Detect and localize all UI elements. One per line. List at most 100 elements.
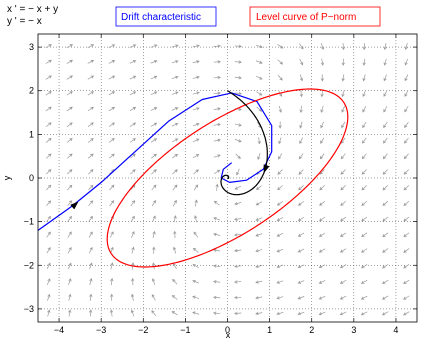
field-arrow bbox=[46, 278, 51, 285]
field-arrow bbox=[171, 44, 179, 48]
field-arrow bbox=[109, 231, 114, 238]
field-arrow bbox=[130, 153, 136, 159]
field-arrow bbox=[234, 295, 242, 300]
legend-box-drift bbox=[115, 6, 217, 27]
field-arrow bbox=[341, 121, 346, 129]
field-arrow bbox=[299, 74, 304, 82]
field-arrow bbox=[234, 44, 242, 48]
field-arrow bbox=[255, 201, 263, 206]
field-arrow bbox=[108, 75, 116, 80]
field-arrow bbox=[383, 90, 388, 97]
field-arrow bbox=[192, 138, 200, 143]
field-arrow bbox=[298, 169, 304, 175]
field-arrow bbox=[299, 137, 303, 145]
field-arrow bbox=[382, 200, 389, 206]
field-arrow bbox=[109, 309, 114, 317]
field-arrow bbox=[382, 279, 389, 284]
field-arrow bbox=[278, 137, 282, 145]
field-arrow bbox=[45, 91, 52, 96]
field-arrow bbox=[276, 232, 284, 237]
field-arrow bbox=[129, 44, 137, 48]
field-arrow bbox=[108, 91, 116, 96]
field-arrow bbox=[320, 121, 324, 129]
field-arrow bbox=[87, 106, 94, 112]
field-arrow bbox=[381, 295, 389, 300]
field-arrow bbox=[66, 91, 73, 96]
field-arrow bbox=[297, 264, 305, 269]
field-arrow bbox=[66, 75, 73, 80]
field-arrow bbox=[151, 184, 157, 191]
y-tick-label: 0 bbox=[29, 173, 34, 183]
field-arrow bbox=[403, 216, 410, 222]
field-arrow bbox=[192, 91, 200, 95]
field-arrow bbox=[131, 277, 135, 286]
field-arrow bbox=[403, 200, 410, 206]
field-arrow bbox=[89, 293, 93, 301]
field-arrow bbox=[173, 230, 177, 238]
field-arrow bbox=[213, 91, 221, 95]
field-arrow bbox=[89, 309, 93, 317]
field-arrow bbox=[152, 246, 156, 254]
field-arrow bbox=[88, 169, 94, 175]
equation-2: y ' = − x bbox=[7, 16, 42, 27]
field-arrow bbox=[130, 215, 135, 223]
field-arrow bbox=[131, 231, 135, 238]
field-arrow bbox=[130, 169, 136, 175]
field-arrow bbox=[172, 278, 178, 285]
field-arrow bbox=[234, 76, 242, 80]
field-arrow bbox=[319, 185, 325, 191]
field-arrow bbox=[213, 295, 221, 300]
field-arrow bbox=[340, 185, 346, 191]
field-arrow bbox=[256, 106, 263, 112]
field-arrow bbox=[404, 121, 409, 129]
field-arrow bbox=[192, 75, 200, 80]
field-arrow bbox=[193, 231, 199, 238]
field-arrow bbox=[362, 121, 367, 129]
field-arrow bbox=[150, 75, 158, 80]
field-arrow bbox=[150, 107, 158, 111]
field-arrow bbox=[87, 60, 95, 64]
field-arrow bbox=[234, 217, 242, 221]
drift-characteristic-line bbox=[37, 92, 273, 231]
x-axis-label: x bbox=[226, 330, 231, 340]
x-tick-label: −1 bbox=[180, 325, 190, 335]
field-arrow bbox=[276, 264, 284, 269]
field-arrow bbox=[299, 58, 304, 66]
field-arrow bbox=[68, 309, 72, 317]
field-arrow bbox=[129, 138, 136, 143]
field-arrow bbox=[234, 138, 242, 143]
field-arrow bbox=[297, 248, 305, 253]
field-arrow bbox=[276, 296, 284, 300]
field-arrow bbox=[255, 217, 263, 221]
field-arrow bbox=[361, 169, 367, 175]
field-arrow bbox=[256, 91, 263, 96]
field-arrow bbox=[234, 123, 242, 127]
field-arrow bbox=[129, 107, 137, 112]
field-arrow bbox=[108, 153, 115, 159]
field-arrow bbox=[173, 199, 177, 207]
field-arrow bbox=[67, 246, 72, 254]
field-arrow bbox=[213, 44, 221, 48]
field-arrow bbox=[297, 311, 305, 316]
field-arrow bbox=[319, 153, 325, 160]
field-arrow bbox=[150, 60, 158, 64]
field-arrow bbox=[87, 44, 95, 49]
field-arrow bbox=[88, 184, 94, 191]
x-tick-label: 2 bbox=[309, 325, 314, 335]
field-arrow bbox=[318, 295, 326, 300]
field-arrow bbox=[403, 311, 410, 316]
y-tick-label: 1 bbox=[29, 129, 34, 139]
field-arrow bbox=[361, 216, 368, 222]
field-arrow bbox=[66, 106, 73, 112]
field-arrow bbox=[318, 280, 326, 284]
equation-1: x ' = − x + y bbox=[7, 4, 58, 15]
field-arrow bbox=[192, 279, 200, 284]
field-arrow bbox=[108, 44, 116, 48]
field-arrow bbox=[299, 90, 303, 98]
field-arrow bbox=[68, 293, 72, 301]
field-arrow bbox=[278, 105, 282, 113]
field-arrow bbox=[298, 201, 305, 206]
field-arrow bbox=[151, 153, 157, 159]
field-arrow bbox=[87, 138, 94, 143]
field-arrow bbox=[67, 169, 73, 175]
